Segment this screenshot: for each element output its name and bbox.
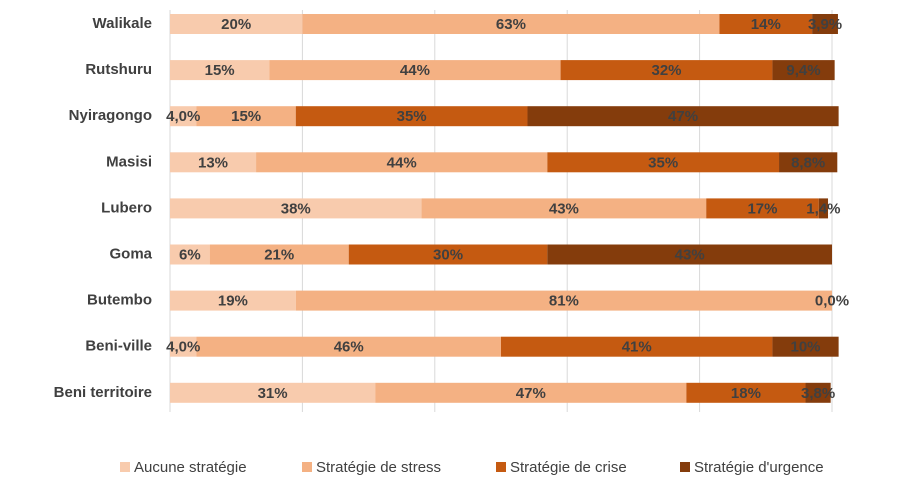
bar-segment	[170, 60, 270, 81]
bar-segment	[812, 14, 838, 34]
data-label: 43%	[549, 200, 579, 217]
legend-swatch	[302, 462, 312, 472]
bar-segment	[805, 382, 831, 403]
data-label: 21%	[264, 246, 294, 263]
data-label: 0,0%	[815, 293, 849, 310]
data-label: 44%	[400, 62, 430, 79]
bar-segment	[170, 198, 422, 219]
bar-segment	[772, 60, 835, 81]
data-label: 19%	[218, 293, 248, 310]
category-label: Nyiragongo	[69, 107, 152, 124]
data-label: 9,4%	[786, 62, 820, 79]
legend-label: Stratégie de stress	[316, 459, 441, 476]
data-label: 8,8%	[791, 154, 825, 171]
data-label: 46%	[334, 339, 364, 356]
data-label: 3,8%	[801, 385, 835, 402]
bar-segment	[295, 106, 528, 127]
legend-swatch	[680, 462, 690, 472]
data-label: 15%	[205, 62, 235, 79]
data-label: 35%	[397, 108, 427, 125]
bar-segment	[706, 198, 819, 219]
category-label: Goma	[109, 245, 152, 262]
category-label: Butembo	[87, 292, 152, 309]
data-label: 30%	[433, 246, 463, 263]
data-label: 81%	[549, 293, 579, 310]
data-label: 15%	[231, 108, 261, 125]
data-label: 14%	[751, 16, 781, 33]
data-label: 20%	[221, 16, 251, 33]
bar-segment	[527, 106, 839, 127]
data-label: 13%	[198, 154, 228, 171]
bar-segment	[170, 290, 296, 311]
bar-segment	[196, 106, 296, 127]
category-label: Masisi	[106, 153, 152, 170]
data-label: 38%	[281, 200, 311, 217]
bar-segment	[295, 290, 832, 311]
bar-segment	[170, 106, 197, 127]
bar-segment	[209, 244, 349, 265]
bar-segment	[547, 244, 832, 265]
data-label: 63%	[496, 16, 526, 33]
bar-segment	[170, 382, 376, 403]
category-label: Walikale	[93, 15, 152, 32]
data-label: 1,4%	[806, 200, 840, 217]
data-label: 4,0%	[166, 108, 200, 125]
data-label: 31%	[258, 385, 288, 402]
bar-segment	[170, 14, 303, 34]
bar-segment	[719, 14, 813, 34]
bar-segment	[256, 152, 548, 173]
bar-segment	[560, 60, 773, 81]
bar-segment	[196, 336, 502, 357]
category-label: Beni-ville	[85, 338, 152, 355]
data-label: 43%	[675, 246, 705, 263]
bar-segment	[547, 152, 780, 173]
data-label: 3,9%	[808, 16, 842, 33]
legend-label: Stratégie d'urgence	[694, 459, 824, 476]
data-label: 32%	[651, 62, 681, 79]
data-label: 6%	[179, 246, 201, 263]
legend-swatch	[496, 462, 506, 472]
legend-label: Stratégie de crise	[510, 459, 627, 476]
bar-segment	[779, 152, 838, 173]
data-label: 41%	[622, 339, 652, 356]
data-label: 10%	[791, 339, 821, 356]
bar-segment	[170, 152, 257, 173]
bar-segment	[686, 382, 806, 403]
legend-swatch	[120, 462, 130, 472]
category-label: Beni territoire	[54, 384, 152, 401]
category-label: Lubero	[101, 199, 152, 216]
data-label: 47%	[668, 108, 698, 125]
data-label: 44%	[387, 154, 417, 171]
data-label: 47%	[516, 385, 546, 402]
data-label: 35%	[648, 154, 678, 171]
bar-segment	[772, 336, 839, 357]
bar-segment	[501, 336, 773, 357]
bar-segment	[375, 382, 687, 403]
category-label: Rutshuru	[85, 61, 152, 78]
data-label: 18%	[731, 385, 761, 402]
legend-label: Aucune stratégie	[134, 459, 247, 476]
bar-segment	[170, 244, 210, 265]
data-label: 4,0%	[166, 339, 200, 356]
bar-segment	[818, 198, 829, 219]
bar-segment	[421, 198, 707, 219]
bar-segment	[348, 244, 548, 265]
bar-segment	[170, 336, 197, 357]
data-label: 17%	[747, 200, 777, 217]
bar-segment	[269, 60, 561, 81]
bar-segment	[302, 14, 720, 34]
